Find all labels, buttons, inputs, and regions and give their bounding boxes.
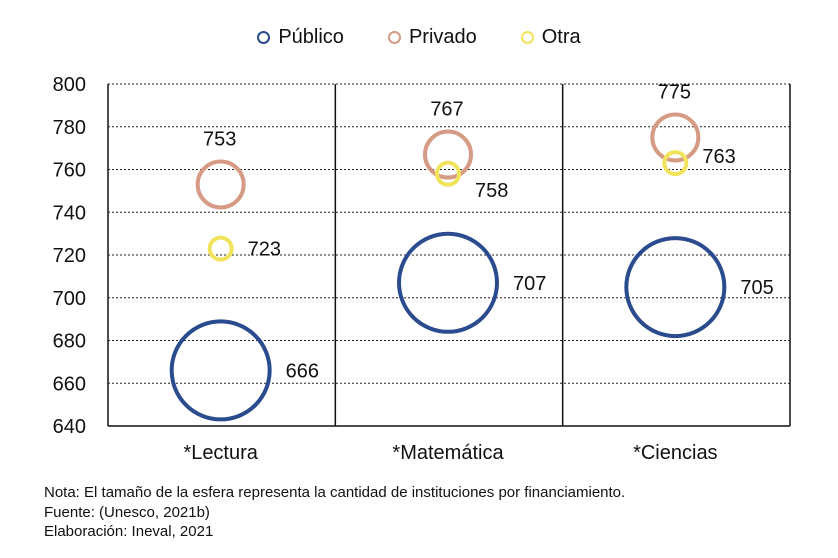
bubble-otra xyxy=(435,160,461,187)
data-label: 753 xyxy=(203,128,236,150)
legend-item-otra: Otra xyxy=(520,26,581,49)
x-category-label: *Ciencias xyxy=(633,442,717,464)
data-label: 666 xyxy=(286,360,319,382)
legend-swatch-otra xyxy=(520,31,534,44)
chart-legend: Público Privado Otra xyxy=(0,26,838,49)
legend-item-publico: Público xyxy=(257,26,344,49)
legend-label-privado: Privado xyxy=(408,26,477,48)
x-category-label: *Lectura xyxy=(183,442,258,464)
legend-label-publico: Público xyxy=(278,26,344,48)
legend-label-otra: Otra xyxy=(541,26,581,48)
bubble-privado xyxy=(195,159,246,210)
bubble-privado xyxy=(650,112,701,163)
bubble-chart: 640 660 680 700 720 740 760 780 800 *Lectura *Mate… xyxy=(53,74,791,464)
data-label: 758 xyxy=(475,180,508,202)
data-label: 767 xyxy=(430,99,463,121)
y-tick-label: 640 xyxy=(53,416,86,438)
note-text: Nota: El tamaño de la esfera representa … xyxy=(44,484,626,501)
data-label: 707 xyxy=(513,273,546,295)
x-category-label: *Matemática xyxy=(392,442,504,464)
y-tick-label: 800 xyxy=(53,74,86,96)
data-label: 763 xyxy=(702,146,735,168)
legend-item-privado: Privado xyxy=(387,26,477,49)
y-tick-label: 660 xyxy=(53,373,86,395)
legend-swatch-publico xyxy=(257,31,271,44)
data-label: 723 xyxy=(248,239,281,261)
bubble-publico xyxy=(169,319,272,422)
bubble-publico xyxy=(397,231,499,334)
chart-notes: Nota: El tamaño de la esfera representa … xyxy=(44,483,625,542)
y-tick-label: 740 xyxy=(53,202,86,224)
bubble-publico xyxy=(624,236,727,339)
source-text: Fuente: (Unesco, 2021b) xyxy=(44,503,210,521)
legend-swatch-privado xyxy=(387,31,401,44)
bubble-otra xyxy=(662,150,689,177)
y-tick-label: 760 xyxy=(53,160,86,182)
data-label: 705 xyxy=(740,277,773,299)
y-tick-label: 680 xyxy=(53,331,86,353)
bubble-privado xyxy=(423,129,473,180)
y-tick-label: 700 xyxy=(53,288,86,310)
data-label: 775 xyxy=(658,81,691,103)
y-tick-label: 780 xyxy=(53,117,86,139)
y-tick-label: 720 xyxy=(53,245,86,267)
elaboration-text: Elaboración: Ineval, 2021 xyxy=(44,523,214,540)
bubble-otra xyxy=(207,235,234,262)
